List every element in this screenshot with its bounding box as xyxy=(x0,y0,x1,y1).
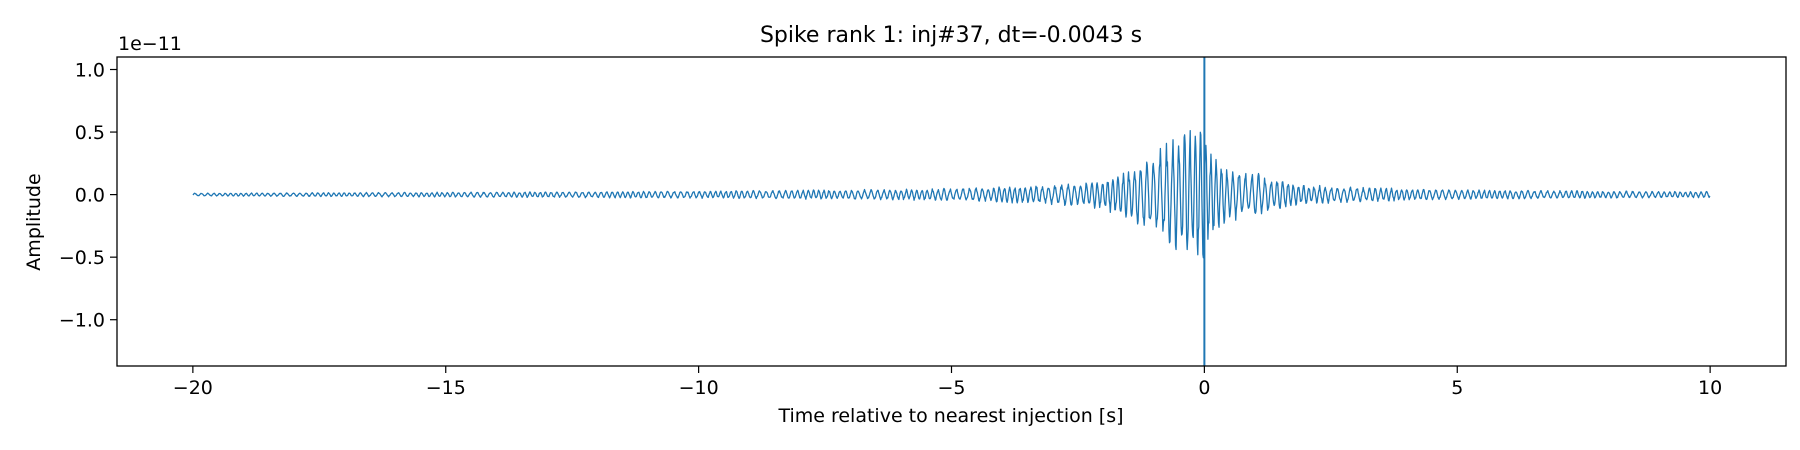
axes-frame xyxy=(116,56,1787,367)
y-axis-label: Amplitude xyxy=(23,173,45,270)
y-tick-label: 0.5 xyxy=(75,122,105,144)
x-tick-label: −5 xyxy=(937,377,965,399)
y-tick-label: 1.0 xyxy=(75,60,105,82)
x-tick-label: 5 xyxy=(1451,377,1463,399)
x-axis: −20 −15 −10 −5 0 5 10 xyxy=(173,366,1722,399)
x-tick-label: −20 xyxy=(173,377,213,399)
x-axis-label: Time relative to nearest injection [s] xyxy=(777,405,1123,427)
x-tick-label: 10 xyxy=(1698,377,1722,399)
chart-title: Spike rank 1: inj#37, dt=-0.0043 s xyxy=(760,23,1142,48)
x-tick-label: −15 xyxy=(426,377,466,399)
y-tick-label: 0.0 xyxy=(75,185,105,207)
y-tick-label: −1.0 xyxy=(59,310,105,332)
x-tick-label: 0 xyxy=(1198,377,1210,399)
series-line-strain xyxy=(192,129,1711,259)
y-offset-label: 1e−11 xyxy=(118,33,182,55)
y-axis: 1.0 0.5 0.0 −0.5 −1.0 xyxy=(59,60,117,332)
y-tick-label: −0.5 xyxy=(59,247,105,269)
x-tick-label: −10 xyxy=(679,377,719,399)
plot-area xyxy=(192,57,1711,366)
